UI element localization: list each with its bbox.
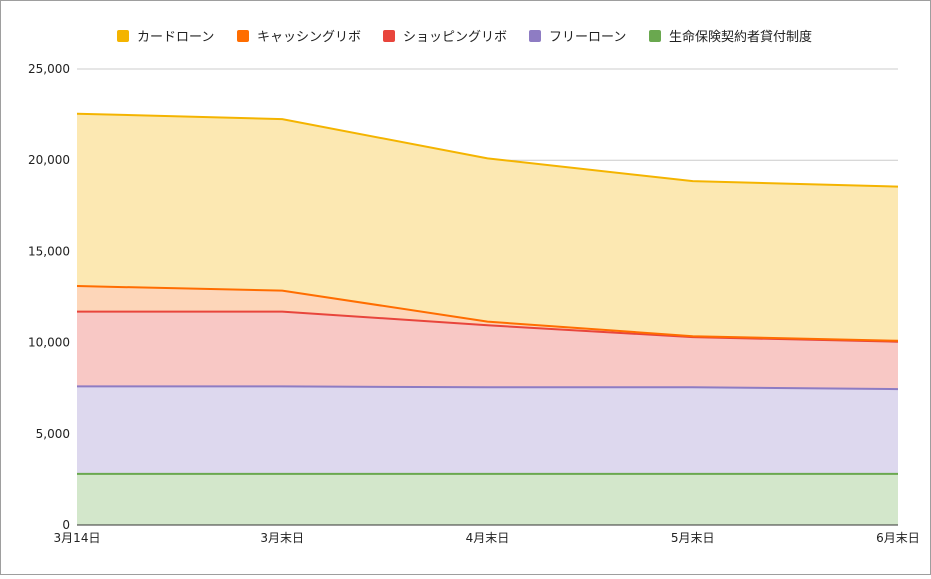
line-カードローン: [76, 112, 899, 188]
legend-swatch: [117, 30, 129, 42]
area-ショッピングリボ: [77, 311, 898, 390]
legend-item[interactable]: カードローン: [117, 30, 214, 45]
y-tick-label: 5,000: [36, 427, 70, 441]
x-tick-label: 3月末日: [260, 531, 304, 545]
legend-item[interactable]: 生命保険契約者貸付制度: [649, 29, 812, 45]
x-tick-label: 6月末日: [876, 531, 920, 545]
x-tick-label: 5月末日: [671, 531, 715, 545]
legend-item[interactable]: ショッピングリボ: [383, 30, 507, 45]
area-カードローン: [77, 113, 898, 341]
legend-label: キャッシングリボ: [257, 30, 361, 45]
x-tick-label: 4月末日: [466, 531, 510, 545]
legend-label: カードローン: [137, 30, 214, 45]
legend-label: フリーローン: [549, 30, 626, 45]
legend-item[interactable]: キャッシングリボ: [237, 30, 361, 45]
y-tick-label: 10,000: [28, 336, 70, 350]
y-tick-label: 20,000: [28, 153, 70, 167]
legend-swatch: [237, 30, 249, 42]
area-series: [77, 113, 898, 525]
y-tick-label: 0: [62, 518, 70, 532]
line-フリーローン: [77, 385, 899, 391]
legend-item[interactable]: フリーローン: [529, 30, 626, 45]
legend-label: 生命保険契約者貸付制度: [669, 29, 812, 45]
x-tick-label: 3月14日: [54, 531, 101, 545]
legend-swatch: [649, 30, 661, 42]
area-キャッシングリボ: [77, 286, 898, 342]
axes: 0 5,000 10,000 15,000 20,000 25,000 3月14日 3月末日 4…: [28, 62, 920, 545]
legend-swatch: [529, 30, 541, 42]
area-生命保険契約者貸付制度: [77, 473, 898, 525]
series-lines: [76, 112, 899, 475]
legend-swatch: [383, 30, 395, 42]
y-tick-label: 15,000: [28, 244, 70, 258]
legend[interactable]: カードローン キャッシングリボ ショッピングリボ フリーローン 生命保険契約者貸付制度: [117, 29, 812, 45]
legend-label: ショッピングリボ: [403, 30, 507, 45]
y-tick-label: 25,000: [28, 62, 70, 76]
line-キャッシングリボ: [76, 285, 899, 342]
area-フリーローン: [77, 386, 898, 474]
